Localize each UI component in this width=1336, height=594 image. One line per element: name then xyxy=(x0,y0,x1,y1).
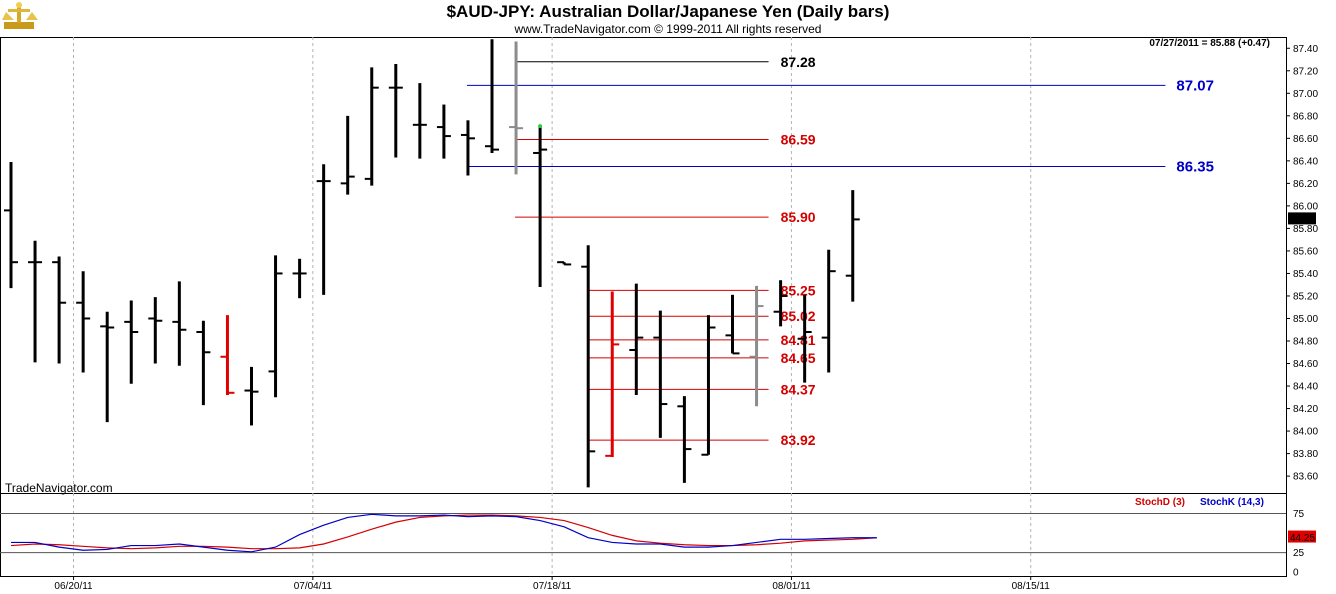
price-bar xyxy=(172,281,187,366)
signal-marker xyxy=(538,124,543,129)
price-tick-label: 85.60 xyxy=(1293,246,1318,257)
price-bar xyxy=(749,285,764,407)
stoch-value-tag: 44.25 xyxy=(1288,530,1316,544)
price-tick-label: 86.00 xyxy=(1293,201,1318,212)
price-bar xyxy=(533,127,548,287)
price-bar xyxy=(581,245,596,488)
price-bar xyxy=(605,291,620,457)
price-tick-label: 85.40 xyxy=(1293,269,1318,280)
stoch-tick-label: 75 xyxy=(1293,509,1305,520)
current-price-label: 85.88 xyxy=(1290,215,1315,226)
price-bar xyxy=(76,271,91,373)
price-panel xyxy=(0,37,1287,494)
price-bar xyxy=(653,310,668,438)
price-bar xyxy=(364,67,379,186)
date-tick-label: 07/18/11 xyxy=(533,581,572,592)
price-tick-label: 84.00 xyxy=(1293,427,1318,438)
gold-scales-icon xyxy=(2,2,38,29)
price-bar xyxy=(460,120,475,176)
price-bar xyxy=(509,41,524,175)
level-label: 85.90 xyxy=(781,209,816,225)
legend-stochk: StochK (14,3) xyxy=(1200,497,1264,508)
last-price-info: 07/27/2011 = 85.88 (+0.47) xyxy=(1149,38,1270,49)
stoch-current-label: 44.25 xyxy=(1290,533,1315,544)
price-bar xyxy=(629,283,644,396)
price-bar xyxy=(316,164,331,295)
current-price-tag: 85.88 xyxy=(1288,212,1316,226)
price-bar xyxy=(388,64,403,158)
level-label: 84.65 xyxy=(781,350,816,366)
price-tick-label: 84.40 xyxy=(1293,382,1318,393)
stochastic-panel: 75 25 0 xyxy=(0,509,1305,579)
date-tick-label: 08/15/11 xyxy=(1012,581,1051,592)
price-bar xyxy=(52,256,67,364)
price-bar xyxy=(268,255,283,398)
level-label: 85.02 xyxy=(781,308,816,324)
price-bar xyxy=(557,261,572,266)
watermark-text: TradeNavigator.com xyxy=(5,481,113,495)
price-tick-label: 86.60 xyxy=(1293,134,1318,145)
level-label: 84.81 xyxy=(781,332,816,348)
price-bar xyxy=(220,315,235,396)
price-tick-label: 85.20 xyxy=(1293,291,1318,302)
price-bar xyxy=(4,161,18,289)
grid-layer xyxy=(73,37,1032,576)
date-axis: 06/20/11 07/04/11 07/18/11 08/01/11 08/15/11 xyxy=(54,576,1050,592)
stoch-tick-label: 25 xyxy=(1293,548,1305,559)
price-bar xyxy=(340,115,355,195)
price-tick-label: 85.80 xyxy=(1293,224,1318,235)
price-tick-label: 87.00 xyxy=(1293,89,1318,100)
price-bar xyxy=(677,396,692,483)
price-bar xyxy=(773,280,788,327)
price-tick-label: 83.60 xyxy=(1293,472,1318,483)
price-bar xyxy=(292,258,307,299)
price-bar xyxy=(196,320,211,406)
price-bar xyxy=(436,104,451,159)
price-tick-label: 84.60 xyxy=(1293,359,1318,370)
price-axis: 87.40 87.20 87.00 86.80 86.60 86.40 86.20 86.00… xyxy=(1286,44,1318,483)
chart-title: $AUD-JPY: Australian Dollar/Japanese Yen… xyxy=(447,2,890,21)
date-tick-label: 08/01/11 xyxy=(772,581,811,592)
price-tick-label: 83.80 xyxy=(1293,449,1318,460)
price-bar xyxy=(244,366,259,426)
price-bar xyxy=(28,240,43,363)
copyright-text: www.TradeNavigator.com © 1999-2011 All r… xyxy=(514,22,822,36)
price-bar xyxy=(797,294,812,383)
level-layer: 87.28 87.07 86.59 86.35 85.90 85.25 85.02 84.81… xyxy=(466,54,1214,448)
date-tick-label: 06/20/11 xyxy=(54,581,93,592)
price-tick-label: 86.80 xyxy=(1293,111,1318,122)
level-label: 86.35 xyxy=(1176,158,1214,175)
price-tick-label: 86.40 xyxy=(1293,156,1318,167)
level-label: 83.92 xyxy=(781,432,816,448)
price-bar xyxy=(845,190,860,302)
price-bar xyxy=(701,315,716,456)
price-tick-label: 87.20 xyxy=(1293,66,1318,77)
stoch-series-line xyxy=(11,513,877,553)
date-tick-label: 07/04/11 xyxy=(294,581,333,592)
price-tick-label: 87.40 xyxy=(1293,44,1318,55)
price-tick-label: 84.80 xyxy=(1293,337,1318,348)
level-label: 87.07 xyxy=(1176,77,1214,94)
level-label: 87.28 xyxy=(781,54,816,70)
price-tick-label: 84.20 xyxy=(1293,404,1318,415)
price-tick-label: 86.20 xyxy=(1293,179,1318,190)
price-bar xyxy=(821,249,836,373)
stoch-tick-label: 0 xyxy=(1293,568,1299,579)
level-label: 84.37 xyxy=(781,381,816,397)
indicator-panel xyxy=(0,493,1287,577)
level-label: 86.59 xyxy=(781,131,816,147)
price-bar xyxy=(412,83,427,159)
price-bar xyxy=(100,311,115,423)
price-tick-label: 85.00 xyxy=(1293,314,1318,325)
price-bar xyxy=(725,294,740,355)
price-bars xyxy=(4,39,860,488)
legend-stochd: StochD (3) xyxy=(1135,497,1185,508)
price-bar xyxy=(124,300,139,384)
price-bar xyxy=(148,297,163,364)
price-bar xyxy=(485,39,499,153)
level-label: 85.25 xyxy=(781,282,816,298)
